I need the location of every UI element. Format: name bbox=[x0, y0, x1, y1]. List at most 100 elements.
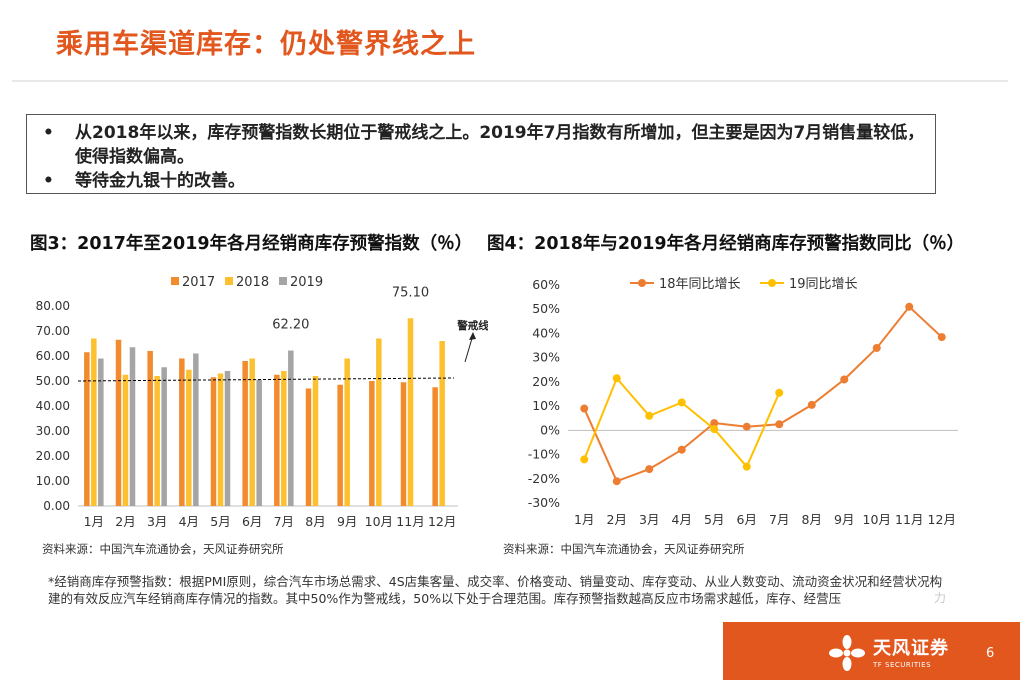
bar-2019 bbox=[288, 350, 294, 506]
point-18年同比增长 bbox=[905, 302, 914, 311]
y-tick-label: 0.00 bbox=[43, 499, 70, 513]
bar-2017 bbox=[305, 388, 312, 506]
point-19同比增长 bbox=[580, 455, 589, 464]
x-tick-label: 11月 bbox=[895, 512, 923, 527]
y-tick-label: 0% bbox=[540, 422, 560, 437]
legend-swatch-2019 bbox=[279, 277, 287, 285]
key-points-box: • 从2018年以来，库存预警指数长期位于警戒线之上。2019年7月指数有所增加… bbox=[26, 114, 936, 194]
y-tick-label: 70.00 bbox=[36, 324, 70, 338]
point-18年同比增长 bbox=[937, 333, 946, 342]
x-tick-label: 10月 bbox=[365, 514, 393, 529]
x-tick-label: 7月 bbox=[769, 512, 789, 527]
bar-2018 bbox=[91, 338, 97, 506]
brand-english-name: TF SECURITIES bbox=[873, 661, 932, 669]
legend-label: 2017 bbox=[182, 275, 215, 290]
warning-line-arrowhead bbox=[469, 332, 476, 340]
y-tick-label: 80.00 bbox=[36, 299, 70, 313]
bar-2019 bbox=[256, 379, 262, 506]
x-tick-label: 3月 bbox=[639, 512, 659, 527]
x-tick-label: 5月 bbox=[704, 512, 724, 527]
y-tick-label: 20% bbox=[532, 374, 560, 389]
point-19同比增长 bbox=[677, 398, 686, 407]
bar-2017 bbox=[179, 358, 185, 506]
bar-2018 bbox=[122, 374, 129, 506]
x-tick-label: 11月 bbox=[396, 514, 424, 529]
bar-2018 bbox=[249, 358, 255, 506]
x-tick-label: 8月 bbox=[802, 512, 822, 527]
bar-2017 bbox=[242, 361, 248, 506]
y-tick-label: 40.00 bbox=[36, 399, 70, 413]
data-label: 62.20 bbox=[272, 318, 309, 333]
y-tick-label: 60% bbox=[532, 277, 560, 292]
bar-2017 bbox=[400, 382, 407, 506]
y-tick-label: 50.00 bbox=[36, 374, 70, 388]
x-tick-label: 12月 bbox=[428, 514, 456, 529]
brand-name: 天风证券 bbox=[873, 638, 949, 659]
y-tick-label: -30% bbox=[528, 495, 560, 510]
data-label: 75.10 bbox=[392, 285, 429, 300]
y-tick-label: 10% bbox=[532, 398, 560, 413]
point-19同比增长 bbox=[710, 425, 719, 434]
legend-swatch-2017 bbox=[171, 277, 179, 285]
legend-marker-19同比增长 bbox=[768, 279, 776, 287]
x-tick-label: 10月 bbox=[863, 512, 891, 527]
bar-2018 bbox=[186, 369, 192, 506]
bullet-marker: • bbox=[43, 123, 54, 143]
bar-2017 bbox=[210, 377, 217, 506]
bar-2018 bbox=[439, 341, 445, 506]
bar-2017 bbox=[337, 384, 343, 506]
x-tick-label: 1月 bbox=[84, 514, 104, 529]
bar-2018 bbox=[217, 373, 224, 506]
bar-2018 bbox=[344, 358, 350, 506]
figure4-title: 图4：2018年与2019年各月经销商库存预警指数同比（％） bbox=[487, 234, 965, 254]
y-tick-label: -20% bbox=[528, 471, 560, 486]
point-18年同比增长 bbox=[710, 419, 719, 428]
point-19同比增长 bbox=[742, 462, 751, 471]
point-18年同比增长 bbox=[775, 420, 784, 429]
y-tick-label: 30% bbox=[532, 350, 560, 365]
figure3-title: 图3：2017年至2019年各月经销商库存预警指数（％） bbox=[30, 234, 473, 254]
yoy-growth-line-chart: -30% -20% -10% 0% 10% 20% 30% 40% 50% 60% 1月 2月 3月 4月… bbox=[528, 277, 958, 527]
slide-title: 乘用车渠道库存：仍处警界线之上 bbox=[56, 29, 476, 60]
x-tick-label: 12月 bbox=[928, 512, 956, 527]
key-point: • 等待金九银十的改善。 bbox=[27, 169, 935, 193]
y-tick-label: 20.00 bbox=[36, 449, 70, 463]
legend-marker-18年同比增长 bbox=[638, 279, 646, 287]
legend-label: 18年同比增长 bbox=[659, 277, 741, 292]
figure3-source: 资料来源：中国汽车流通协会，天风证券研究所 bbox=[42, 542, 284, 556]
bar-2017 bbox=[274, 374, 280, 506]
bar-2019 bbox=[224, 371, 231, 506]
bar-2019 bbox=[129, 347, 136, 506]
x-tick-label: 2月 bbox=[607, 512, 627, 527]
bar-2018 bbox=[407, 318, 414, 506]
point-19同比增长 bbox=[645, 411, 654, 420]
legend-label: 2019 bbox=[290, 275, 323, 290]
bar-2017 bbox=[432, 387, 438, 506]
point-18年同比增长 bbox=[645, 465, 654, 474]
point-18年同比增长 bbox=[840, 375, 849, 384]
x-tick-label: 5月 bbox=[210, 514, 230, 529]
x-tick-label: 4月 bbox=[179, 514, 199, 529]
page-number: 6 bbox=[986, 646, 995, 661]
bar-2017 bbox=[115, 339, 122, 506]
legend-label: 19同比增长 bbox=[789, 277, 858, 292]
x-tick-label: 3月 bbox=[147, 514, 167, 529]
bar-2017 bbox=[84, 352, 90, 506]
point-18年同比增长 bbox=[677, 445, 686, 454]
y-tick-label: -10% bbox=[528, 447, 560, 462]
brand-bar: 天风证券 TF SECURITIES 6 bbox=[723, 622, 1020, 680]
point-19同比增长 bbox=[775, 388, 784, 397]
legend-swatch-2018 bbox=[225, 277, 233, 285]
x-tick-label: 9月 bbox=[337, 514, 357, 529]
footnote: *经销商库存预警指数：根据PMI原则，综合汽车市场总需求、4S店集客量、成交率、… bbox=[48, 574, 943, 606]
bar-2018 bbox=[281, 371, 287, 506]
bar-2017 bbox=[369, 381, 375, 506]
x-tick-label: 8月 bbox=[305, 514, 325, 529]
bar-2019 bbox=[98, 358, 104, 506]
point-18年同比增长 bbox=[580, 404, 589, 413]
warning-line-label: 警戒线 bbox=[456, 319, 488, 332]
y-tick-label: 60.00 bbox=[36, 349, 70, 363]
y-tick-label: 40% bbox=[532, 325, 560, 340]
y-tick-label: 50% bbox=[532, 301, 560, 316]
figure4-source: 资料来源：中国汽车流通协会，天风证券研究所 bbox=[503, 542, 745, 556]
